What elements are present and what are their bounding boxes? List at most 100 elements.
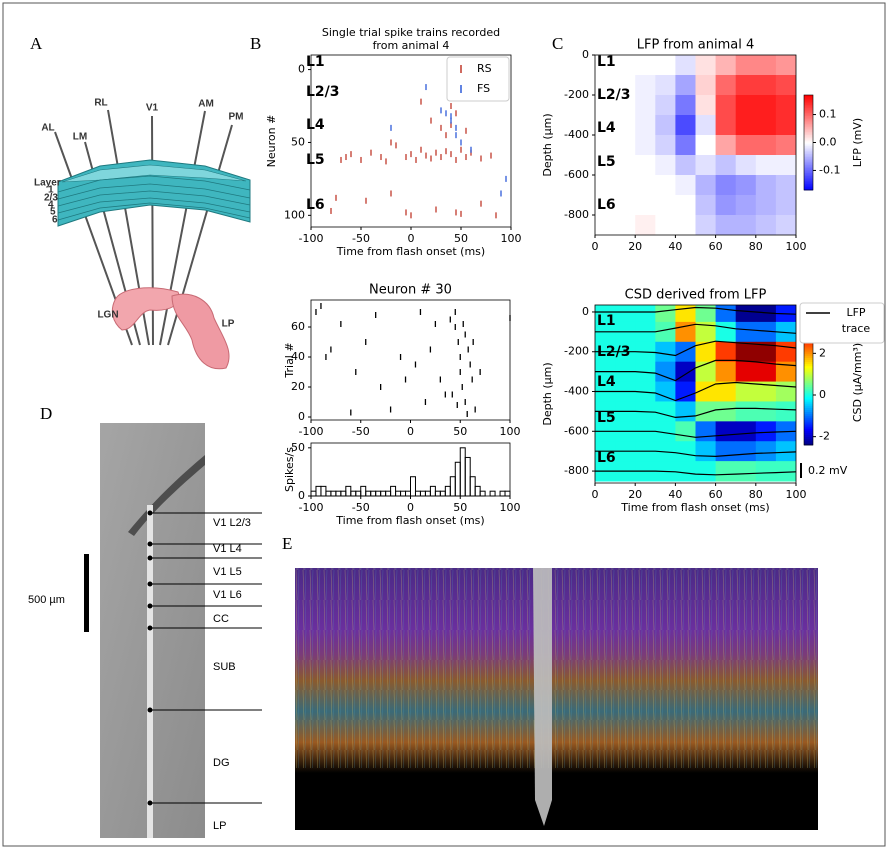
heatmap-cell [735,441,757,462]
colorbar-label: CSD (µA/mm³) [851,343,864,422]
heatmap-cell [775,55,796,76]
colorbar-swatch [804,123,813,126]
heatmap-cell [695,461,717,482]
colorbar-swatch [804,424,813,427]
x-axis-label: Time from flash onset (ms) [620,501,769,514]
y-axis-label: Depth (µm) [541,362,554,425]
colorbar-swatch [804,114,813,116]
y-tick-label: 40 [291,350,305,363]
colorbar-swatch [804,378,813,381]
colorbar-swatch [804,102,813,105]
colorbar-swatch [804,96,813,99]
colorbar-swatch [804,155,813,158]
y-axis-label: Trial # [283,342,296,378]
heatmap-cell [695,175,717,196]
colorbar-swatch [804,405,813,408]
heatmap-cell [735,421,757,442]
colorbar-swatch [804,145,813,148]
heatmap-cell [675,441,696,462]
heatmap-cell [655,361,676,383]
colorbar-swatch [804,380,813,383]
x-tick-label: 80 [749,488,763,501]
heatmap-cell [755,195,777,216]
heatmap-cell [735,401,757,422]
probe-label: RL [94,98,107,109]
colorbar-swatch [804,177,813,180]
x-tick-label: -100 [299,501,324,514]
heatmap-cell [735,381,757,402]
heatmap-cell [635,195,656,216]
colorbar-swatch [804,188,813,191]
heatmap-cell [655,75,676,96]
cortex-layers [57,175,251,221]
scale-bar-label: 500 µm [28,594,65,606]
x-tick-label: 0 [407,501,414,514]
heatmap [595,305,796,482]
layer-label: L6 [597,197,616,213]
colorbar-swatch [804,137,813,140]
colorbar-swatch [804,144,813,147]
colorbar-swatch [804,134,813,137]
colorbar-swatch [804,166,813,169]
legend-label: RS [477,62,492,75]
colorbar-swatch [804,347,813,350]
y-tick-label: -600 [564,168,589,181]
heatmap-cell [595,155,616,176]
colorbar-swatch [804,183,813,186]
x-tick-label: 80 [749,240,763,253]
layer-label: 4 [48,200,54,211]
x-tick-label: 60 [709,488,723,501]
colorbar-swatch [804,129,813,132]
heatmap-cell [635,215,656,235]
colorbar-swatch [804,426,813,429]
heatmap-cell [635,155,656,176]
heatmap-cell [675,55,696,76]
x-tick-label: 50 [453,425,467,438]
heatmap-cell [735,175,757,196]
colorbar-swatch [804,133,813,135]
heatmap-cell [755,401,777,422]
lfp-trace [595,359,796,382]
colorbar-swatch [804,117,813,120]
colorbar-tick-label: -0.1 [819,163,840,176]
heatmap-cell [735,361,757,383]
heatmap-cell [615,215,636,235]
panel-letter: B [250,34,261,53]
heatmap-cell [775,441,796,462]
probe-track [147,505,153,838]
colorbar-swatch [804,95,813,97]
plot-frame [594,304,797,484]
y-tick-label: -800 [564,464,589,477]
heatmap-cell [615,155,636,176]
panel-letter: C [552,34,563,53]
colorbar-swatch [804,115,813,118]
colorbar-swatch [804,178,813,181]
heatmap-cell [595,305,616,323]
heatmap-cell [755,215,777,235]
colorbar-swatch [804,363,813,367]
heatmap-cell [755,135,777,156]
heatmap-cell [715,155,737,176]
layer-label: L2/3 [597,344,631,360]
heatmap-cell [715,361,737,383]
colorbar-swatch [804,370,813,373]
probe-label: V1 [146,103,159,114]
heatmap-cell [715,175,737,196]
heatmap-cell [715,135,737,156]
colorbar-swatch [804,153,813,156]
site-dot [147,581,153,587]
heatmap-cell [735,95,757,116]
colorbar-swatch [804,359,813,363]
probe [533,568,552,826]
chart-title: LFP from animal 4 [637,38,755,53]
layer-label: Layer [34,178,61,189]
lfp-trace [595,381,796,402]
heatmap-cell [695,195,717,216]
heatmap-cell [695,155,717,176]
heatmap-cell [715,381,737,402]
x-tick-label: -100 [299,425,324,438]
lfp-trace [595,430,796,438]
probe-label: AL [41,123,54,134]
site-label: V1 L5 [213,566,242,578]
heatmap-cell [715,341,737,363]
